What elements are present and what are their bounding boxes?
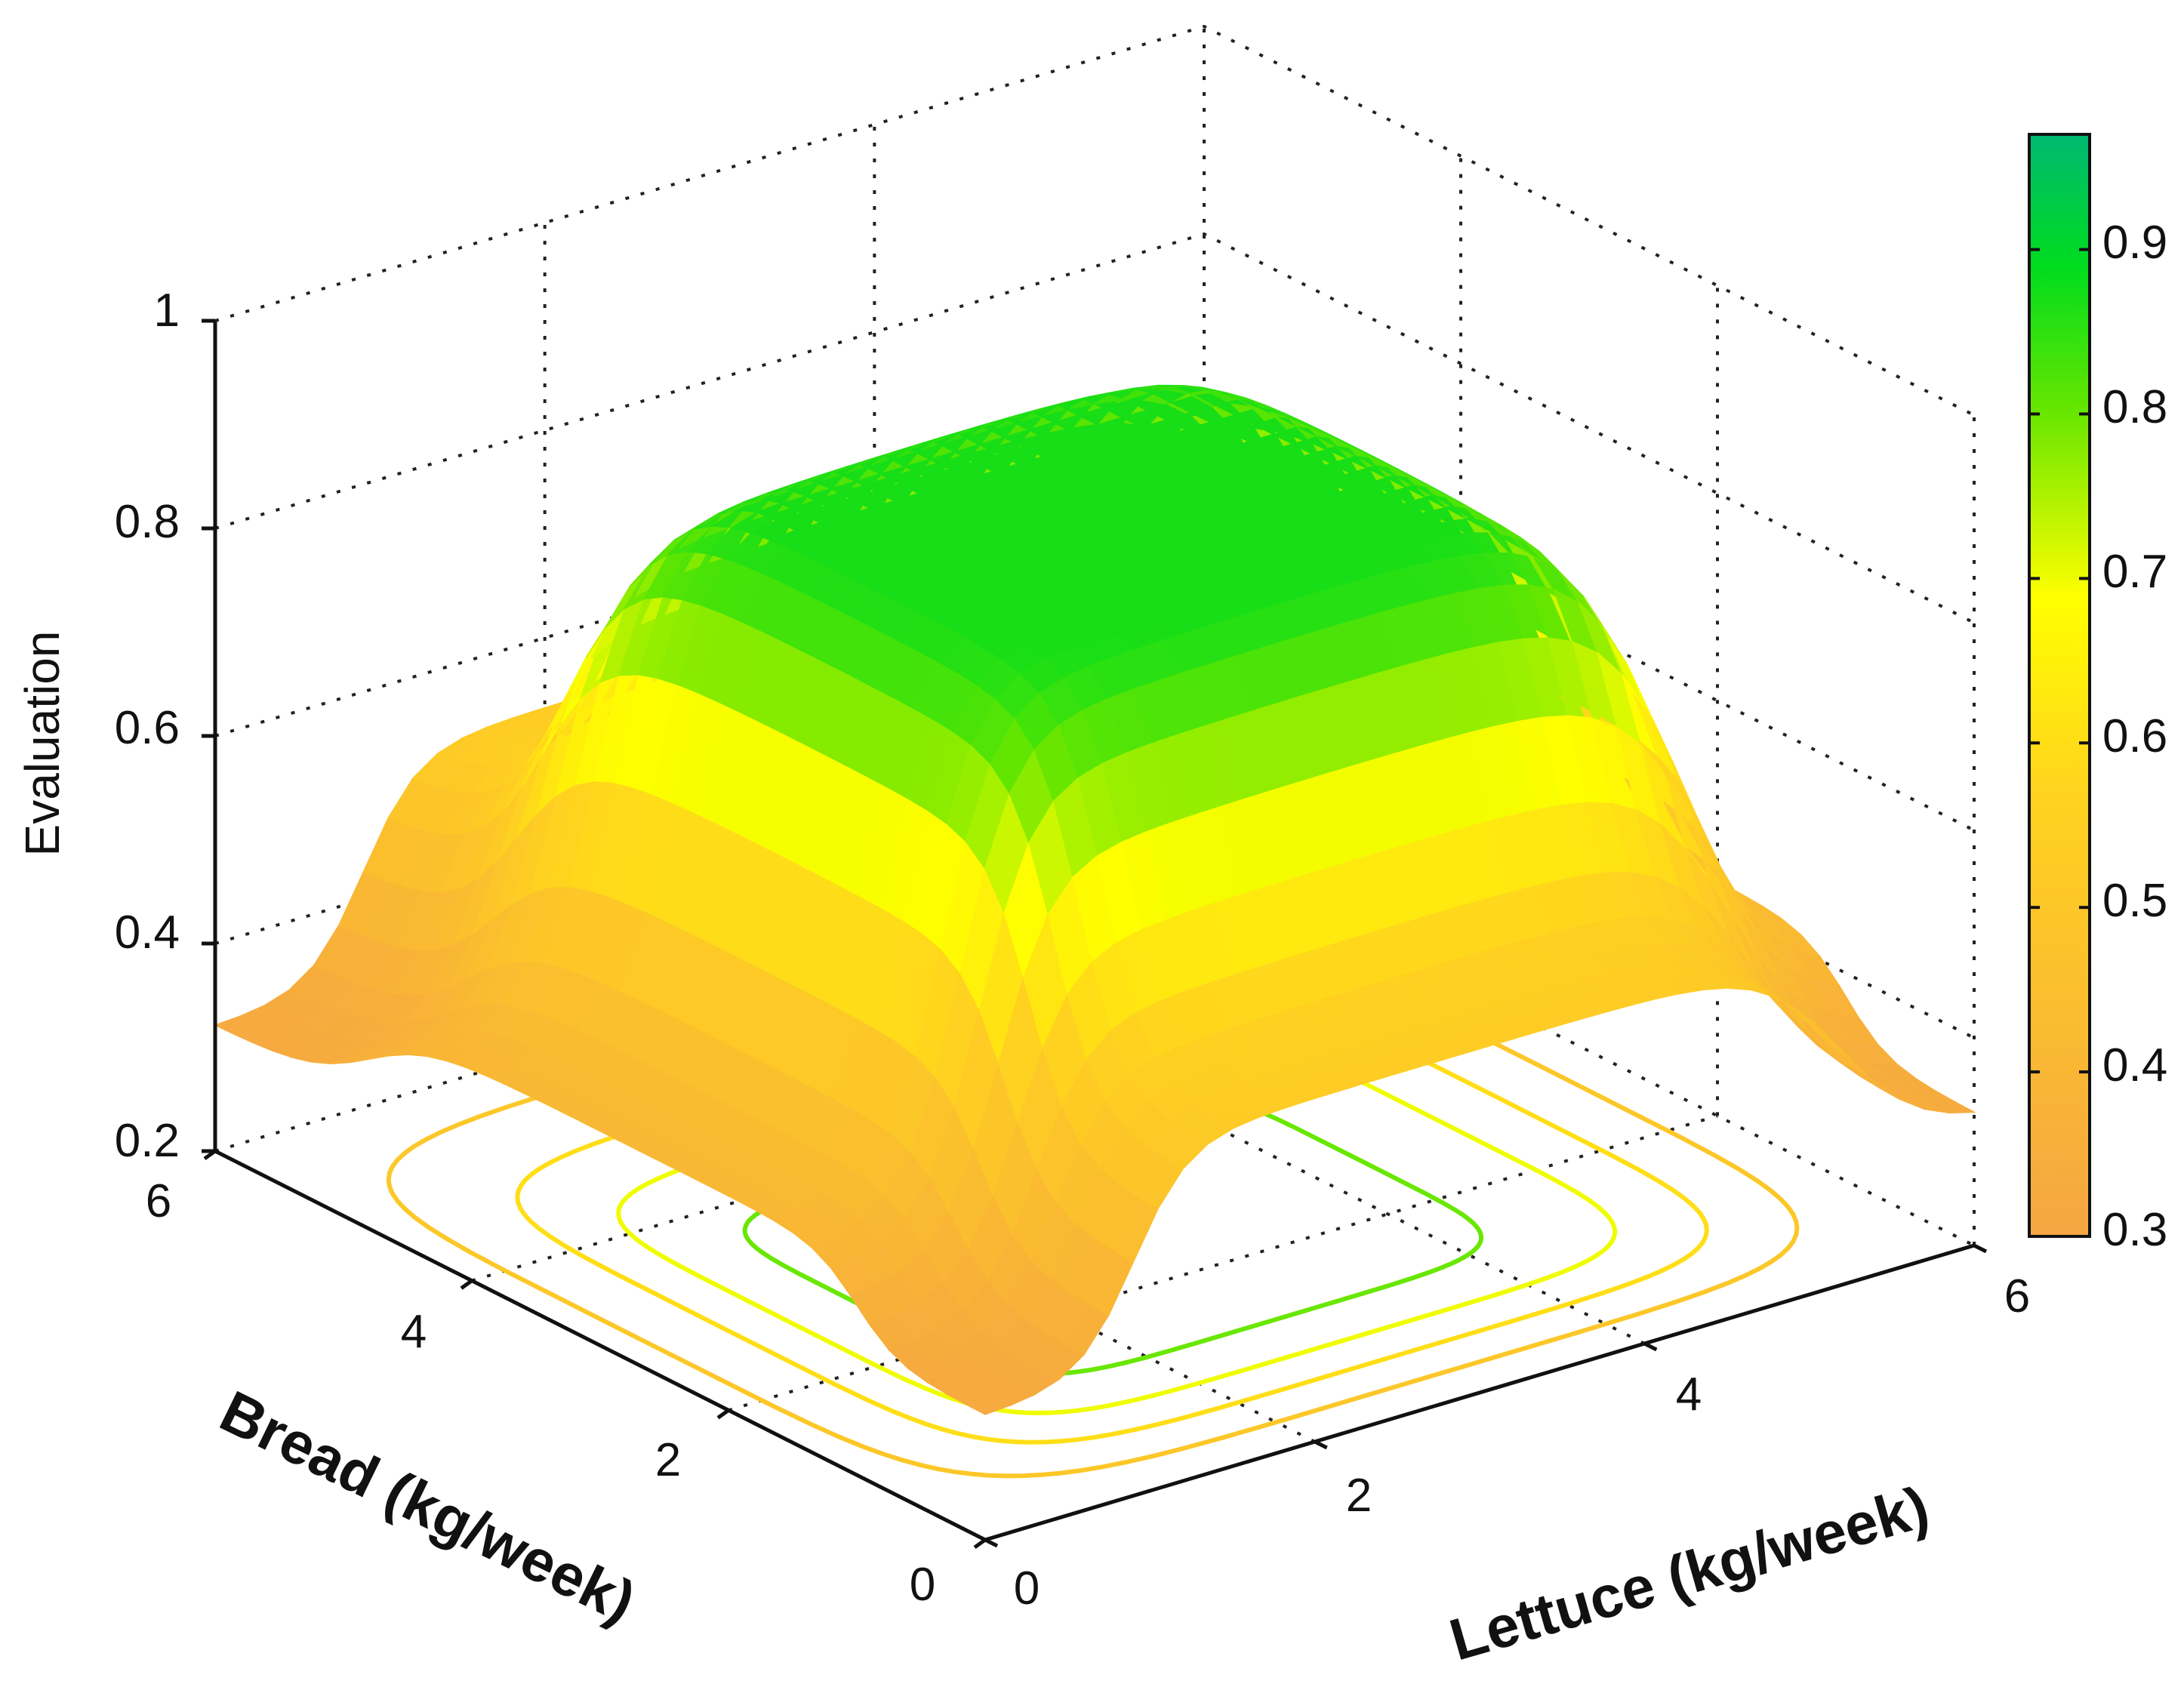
colorbar-tick-label: 0.4 — [2102, 1039, 2167, 1091]
lettuce-tick-label: 2 — [1346, 1470, 1372, 1522]
lettuce-tick-label: 4 — [1676, 1368, 1702, 1421]
colorbar-tick-label: 0.5 — [2102, 875, 2167, 927]
colorbar: 0.3 0.4 0.5 0.6 0.7 0.8 0.9 — [2028, 133, 2167, 1256]
lettuce-tick-mark — [984, 1538, 999, 1548]
lettuce-tick-mark — [1643, 1341, 1658, 1352]
colorbar-tick-label: 0.9 — [2102, 217, 2167, 269]
z-tick-label: 0.4 — [115, 907, 180, 959]
grid-line — [214, 24, 1975, 417]
bread-tick-label: 6 — [146, 1175, 171, 1227]
colorbar-tick-label: 0.7 — [2102, 546, 2167, 598]
z-tick-label: 0.6 — [115, 702, 180, 754]
grid-line — [873, 953, 1646, 1345]
lettuce-tick-label: 6 — [2004, 1270, 2030, 1322]
z-tick-label: 1 — [154, 285, 180, 337]
lettuce-axis-line — [984, 1243, 1975, 1542]
bread-tick-label: 4 — [401, 1306, 427, 1358]
bread-axis-line — [214, 1149, 987, 1542]
lettuce-tick-mark — [1973, 1243, 1988, 1254]
bread-axis-label: Bread (kg/week) — [211, 1378, 645, 1635]
z-tick-label: 0.8 — [115, 496, 180, 548]
lettuce-tick-label: 0 — [1014, 1562, 1040, 1615]
colorbar-tick-label: 0.8 — [2102, 381, 2167, 433]
surface-patch — [1927, 1101, 1976, 1114]
z-tick-label: 0.2 — [115, 1115, 180, 1167]
lettuce-axis-label: Lettuce (kg/week) — [1443, 1473, 1936, 1673]
bread-tick-mark — [716, 1408, 730, 1420]
colorbar-ticks — [2029, 248, 2090, 1238]
colorbar-tick-label: 0.3 — [2102, 1204, 2167, 1256]
bread-tick-mark — [460, 1279, 473, 1290]
axes — [202, 319, 1988, 1550]
colorbar-fill — [2028, 133, 2091, 1238]
lettuce-tick-mark — [1314, 1439, 1328, 1450]
bread-tick-mark — [973, 1538, 987, 1550]
bread-tick-label: 2 — [655, 1434, 681, 1486]
colorbar-tick-label: 0.6 — [2102, 710, 2167, 762]
bread-tick-label: 0 — [910, 1559, 935, 1611]
grid-line — [214, 232, 1975, 624]
surface-mesh — [214, 384, 1976, 1415]
z-axis-label: Evaluation — [15, 631, 69, 857]
bread-tick-mark — [203, 1149, 217, 1161]
